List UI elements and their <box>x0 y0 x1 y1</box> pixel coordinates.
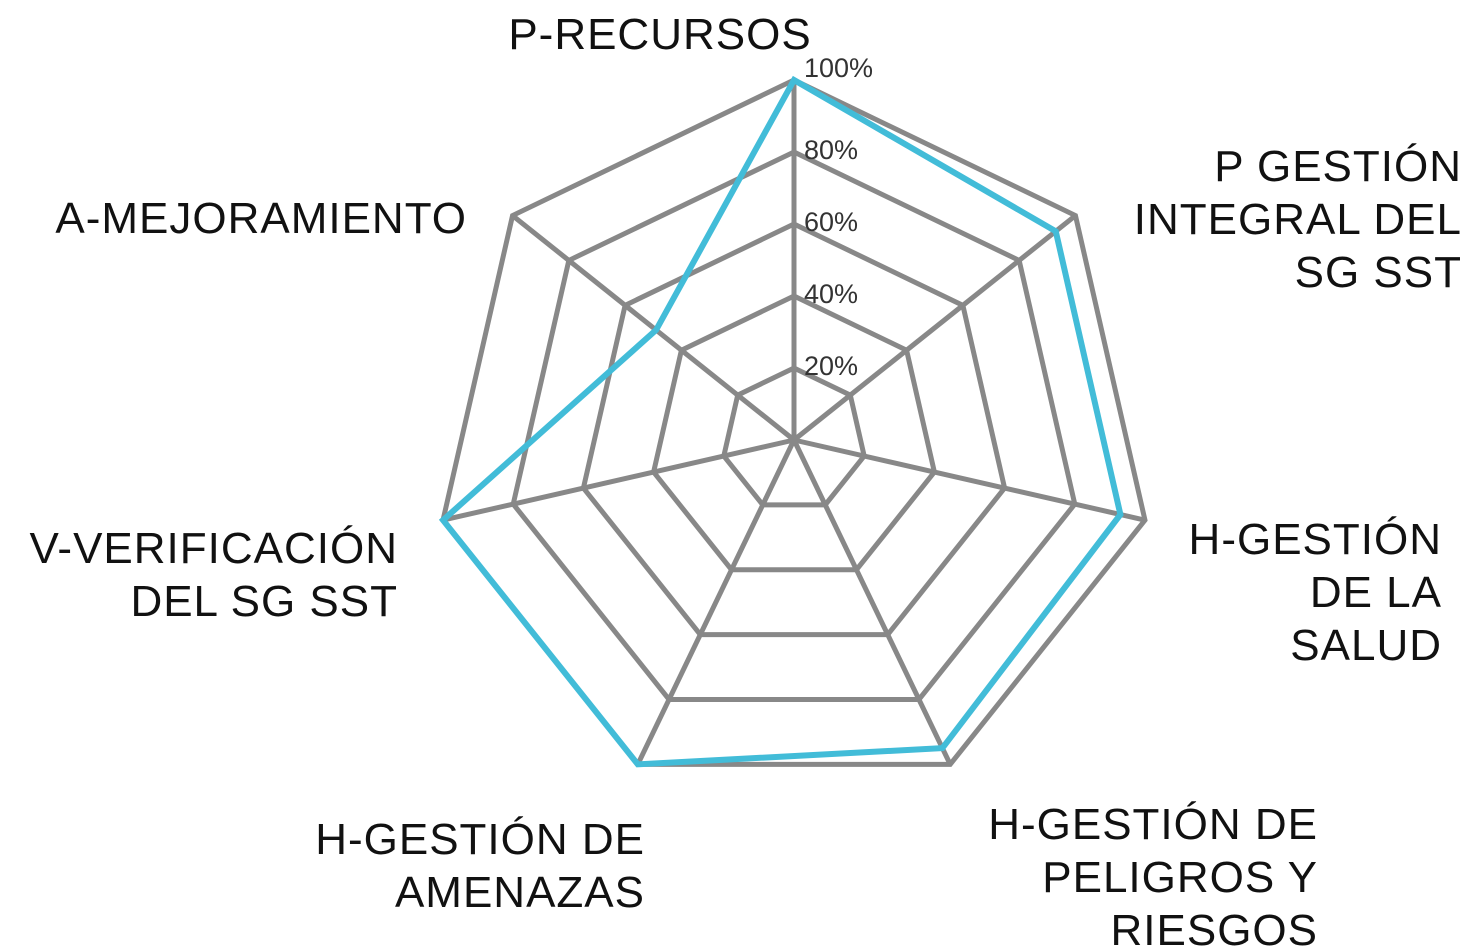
spoke <box>793 437 1146 523</box>
r-tick-label: 80% <box>804 135 858 165</box>
category-label: H-GESTIÓN DE LA SALUD <box>1188 515 1442 670</box>
series-line <box>438 75 1124 768</box>
category-label: H-GESTIÓN DE AMENAZAS <box>315 815 645 917</box>
grid-ring <box>650 293 938 573</box>
spoke <box>442 437 795 523</box>
spoke <box>792 213 1078 442</box>
r-tick-label: 20% <box>804 351 858 381</box>
grid-ring <box>510 149 1078 702</box>
grid-ring <box>580 221 1008 638</box>
spoke <box>791 438 953 766</box>
spoke <box>510 213 796 442</box>
r-tick-label: 40% <box>804 279 858 309</box>
category-label: V-VERIFICACIÓN DEL SG SST <box>29 524 398 626</box>
category-label: P-RECURSOS <box>508 10 812 59</box>
category-label: P GESTIÓN INTEGRAL DEL SG SST <box>1133 142 1462 297</box>
category-label: H-GESTIÓN DE PELIGROS Y RIESGOS <box>988 800 1318 948</box>
category-label: A-MEJORAMIENTO <box>55 194 467 243</box>
r-tick-label: 100% <box>804 53 873 83</box>
spoke <box>635 438 797 766</box>
grid-ring <box>440 77 1148 767</box>
grid-ring <box>721 365 867 508</box>
r-tick-label: 60% <box>804 207 858 237</box>
